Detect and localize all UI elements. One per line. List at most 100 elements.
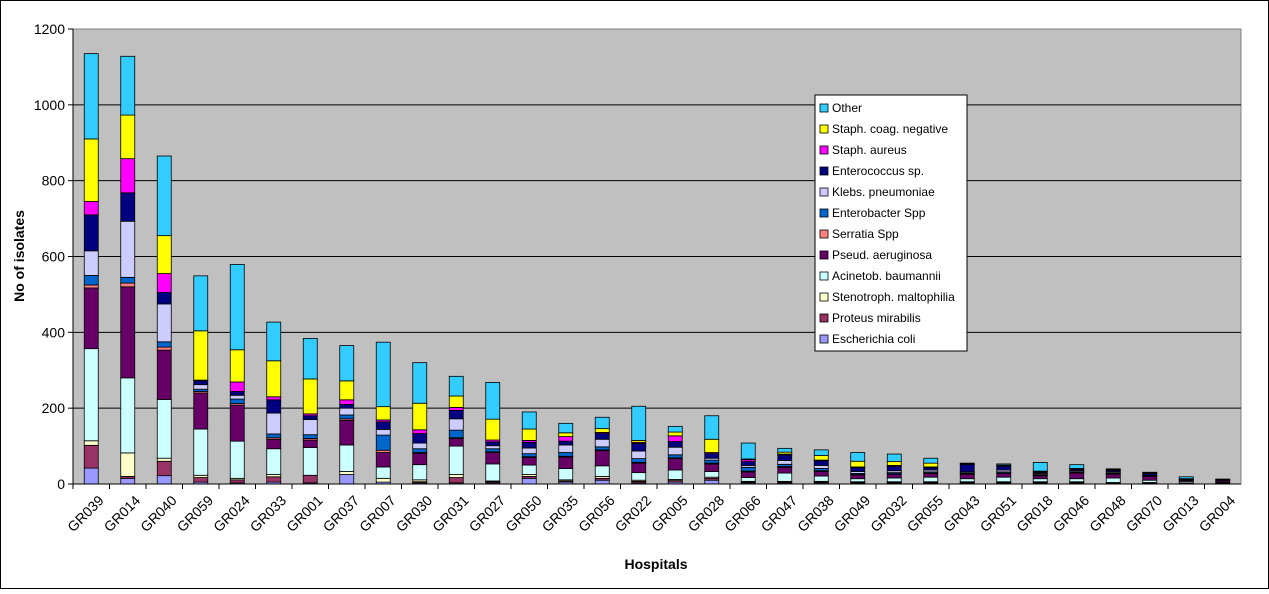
legend: Other Staph. coag. negative Staph. aureus E… xyxy=(814,94,968,352)
legend-label: Enterobacter Spp xyxy=(832,206,926,220)
bar-segment xyxy=(631,405,647,441)
bar-segment xyxy=(1178,476,1194,480)
bar-segment xyxy=(485,448,501,453)
bar-segment xyxy=(83,440,99,446)
bar-segment xyxy=(448,477,464,484)
bar-segment xyxy=(448,445,464,475)
bar-segment xyxy=(777,454,793,461)
bar-segment xyxy=(558,440,574,446)
bar-segment xyxy=(996,472,1012,478)
bar-segment xyxy=(521,457,537,466)
bar-segment xyxy=(193,477,209,483)
bar-segment xyxy=(83,348,99,442)
bar-segment xyxy=(704,438,720,453)
bar-segment xyxy=(448,429,464,439)
bar-segment xyxy=(339,414,355,420)
bar-segment xyxy=(156,303,172,343)
legend-swatch xyxy=(819,250,829,260)
legend-label: Klebs. pneumoniae xyxy=(832,185,935,199)
bar-segment xyxy=(156,349,172,400)
bar-segment xyxy=(777,466,793,474)
bar-segment xyxy=(485,381,501,420)
bar-segment xyxy=(375,406,391,421)
legend-swatch xyxy=(819,187,829,197)
legend-swatch xyxy=(819,313,829,323)
bar-segment xyxy=(412,464,428,481)
bar-segment xyxy=(375,434,391,451)
bar-segment xyxy=(777,472,793,482)
y-tick-label: 200 xyxy=(42,400,66,416)
bar-segment xyxy=(302,439,318,448)
bar-segment xyxy=(156,475,172,485)
bar-segment xyxy=(83,275,99,286)
bar-segment xyxy=(229,349,245,383)
bar-segment xyxy=(412,429,428,434)
bar-segment xyxy=(704,415,720,440)
bar-segment xyxy=(120,55,136,116)
bar-segment xyxy=(156,457,172,462)
bar-segment xyxy=(558,452,574,457)
bar-segment xyxy=(923,476,939,483)
bar-segment xyxy=(193,384,209,390)
bar-segment xyxy=(156,399,172,459)
bar-segment xyxy=(1215,478,1231,480)
bar-segment xyxy=(266,412,282,435)
bar-segment xyxy=(448,395,464,408)
bar-segment xyxy=(266,448,282,475)
y-axis-title: No of isolates xyxy=(11,210,27,302)
bar-segment xyxy=(485,463,501,482)
bars xyxy=(83,53,1231,485)
bar-segment xyxy=(485,445,501,450)
bar-segment xyxy=(886,477,902,483)
bar-segment xyxy=(375,428,391,436)
bar-segment xyxy=(1069,464,1085,469)
legend-swatch xyxy=(819,208,829,218)
y-tick-label: 1000 xyxy=(34,97,65,113)
bar-segment xyxy=(339,399,355,405)
bar-segment xyxy=(412,452,428,466)
y-tick-label: 1200 xyxy=(34,21,65,37)
bar-segment xyxy=(83,53,99,140)
bar-segment xyxy=(1105,473,1121,479)
bar-segment xyxy=(266,476,282,483)
legend-swatch xyxy=(819,145,829,155)
bar-segment xyxy=(266,396,282,401)
bar-segment xyxy=(558,422,574,434)
bar-segment xyxy=(959,478,975,483)
bar-segment xyxy=(339,419,355,446)
bar-segment xyxy=(266,321,282,362)
bar-segment xyxy=(302,378,318,415)
bar-segment xyxy=(1105,468,1121,470)
y-tick-label: 800 xyxy=(42,173,66,189)
legend-label: Acinetob. baumannii xyxy=(832,269,941,283)
bar-segment xyxy=(412,362,428,404)
bar-segment xyxy=(412,442,428,450)
bar-segment xyxy=(193,275,209,332)
bar-segment xyxy=(704,453,720,459)
bar-segment xyxy=(120,477,136,485)
bar-segment xyxy=(302,415,318,420)
y-tick-label: 0 xyxy=(57,476,65,492)
bar-segment xyxy=(850,474,866,480)
bar-segment xyxy=(1032,478,1048,483)
bar-segment xyxy=(266,399,282,414)
bar-segment xyxy=(83,138,99,202)
bar-segment xyxy=(120,276,136,284)
bar-segment xyxy=(120,192,136,222)
bar-segment xyxy=(156,235,172,274)
bar-segment xyxy=(156,273,172,293)
bar-segment xyxy=(704,463,720,472)
bar-segment xyxy=(850,460,866,468)
bar-segment xyxy=(813,455,829,461)
bar-segment xyxy=(448,474,464,478)
bar-segment xyxy=(594,465,610,477)
bar-segment xyxy=(193,428,209,476)
bar-segment xyxy=(594,438,610,448)
bar-segment xyxy=(667,469,683,480)
bar-segment xyxy=(923,462,939,468)
bar-segment xyxy=(667,425,683,433)
legend-box xyxy=(814,94,968,352)
bar-segment xyxy=(959,462,975,465)
bar-segment xyxy=(375,477,391,483)
